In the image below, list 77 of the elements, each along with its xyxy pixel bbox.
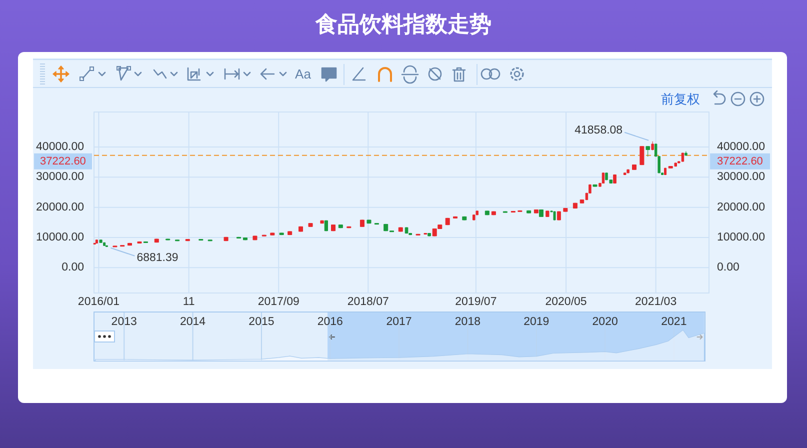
annotation: 6881.39: [136, 252, 178, 264]
x-tick-label: 2013: [111, 316, 137, 328]
x-tick-label: 2017: [386, 316, 412, 328]
candlestick: [632, 164, 637, 170]
candlestick: [445, 218, 450, 226]
candlestick: [453, 216, 458, 219]
candlestick: [462, 216, 467, 221]
x-tick-label: 2016/01: [78, 296, 120, 308]
y2-tick-label: 20000.00: [717, 201, 765, 214]
x-tick-label: 2021/03: [635, 296, 677, 308]
candlestick: [338, 224, 343, 228]
candlestick: [398, 226, 403, 232]
candlestick: [127, 242, 132, 246]
y-tick-label: 0.00: [62, 262, 84, 274]
candlestick: [546, 210, 550, 218]
candlestick: [563, 208, 568, 212]
candlestick: [602, 172, 605, 184]
candlestick: [324, 220, 328, 232]
candlestick: [404, 226, 408, 234]
y-tick-label: 10000.00: [36, 231, 84, 244]
candlestick: [428, 232, 431, 237]
candlestick: [681, 152, 684, 162]
candlestick: [320, 220, 324, 224]
candlestick: [366, 219, 372, 224]
y2-tick-label: 0.00: [717, 262, 740, 274]
x-tick-label: 2019/07: [455, 296, 497, 308]
x-tick-label: 2020: [592, 316, 618, 328]
y-tick-label: 30000.00: [36, 171, 84, 184]
candlestick: [185, 238, 190, 242]
x-tick-label: 2014: [180, 316, 206, 328]
candlestick: [623, 172, 626, 176]
candlestick: [270, 232, 275, 236]
candlestick: [331, 224, 336, 232]
candlestick: [288, 230, 292, 236]
x-tick-label: 2019: [524, 316, 550, 328]
candlestick: [154, 238, 159, 243]
x-tick-label: 2018: [454, 316, 481, 328]
candlestick: [572, 202, 578, 209]
candlestick: [526, 210, 532, 214]
x-tick-label: 2016: [317, 316, 343, 328]
x-tick-label: 2018/07: [347, 296, 389, 308]
candlestick: [534, 209, 538, 214]
chart-title: 食品饮料指数走势: [314, 12, 492, 36]
candlestick: [242, 237, 248, 240]
candlestick: [538, 209, 544, 218]
x-tick-label: 11: [182, 296, 195, 308]
candlestick: [224, 236, 228, 242]
candlestick: [613, 174, 616, 184]
candlestick: [298, 226, 304, 232]
candlestick: [592, 184, 598, 188]
candlestick: [279, 232, 284, 236]
ref-line-label: 37222.60: [717, 155, 763, 168]
candlestick: [646, 146, 650, 157]
y2-tick-label: 10000.00: [717, 231, 765, 244]
x-tick-label: 2021: [661, 316, 687, 328]
y-tick-label: 20000.00: [36, 201, 84, 214]
y2-tick-label: 40000.00: [717, 140, 765, 153]
candlestick: [308, 222, 313, 228]
candlestick: [556, 211, 561, 221]
x-tick-label: 2020/05: [545, 296, 587, 308]
candlestick: [640, 146, 644, 166]
candlestick: [137, 241, 142, 244]
candlestick: [252, 235, 258, 240]
x-tick-label: 2015: [248, 316, 274, 328]
x-tick-label: 2017/09: [258, 296, 300, 308]
y-tick-label: 40000.00: [36, 140, 84, 153]
candlestick: [360, 219, 364, 228]
candlestick: [484, 210, 490, 216]
candlestick: [472, 214, 476, 221]
candlestick: [491, 211, 496, 216]
text: 37222.60: [40, 155, 86, 168]
annotation: 41858.08: [574, 124, 623, 136]
text: Aa: [295, 66, 312, 82]
y2-tick-label: 30000.00: [717, 171, 765, 184]
candlestick: [668, 166, 673, 169]
candlestick: [99, 239, 102, 244]
text: 前复权: [661, 92, 700, 106]
